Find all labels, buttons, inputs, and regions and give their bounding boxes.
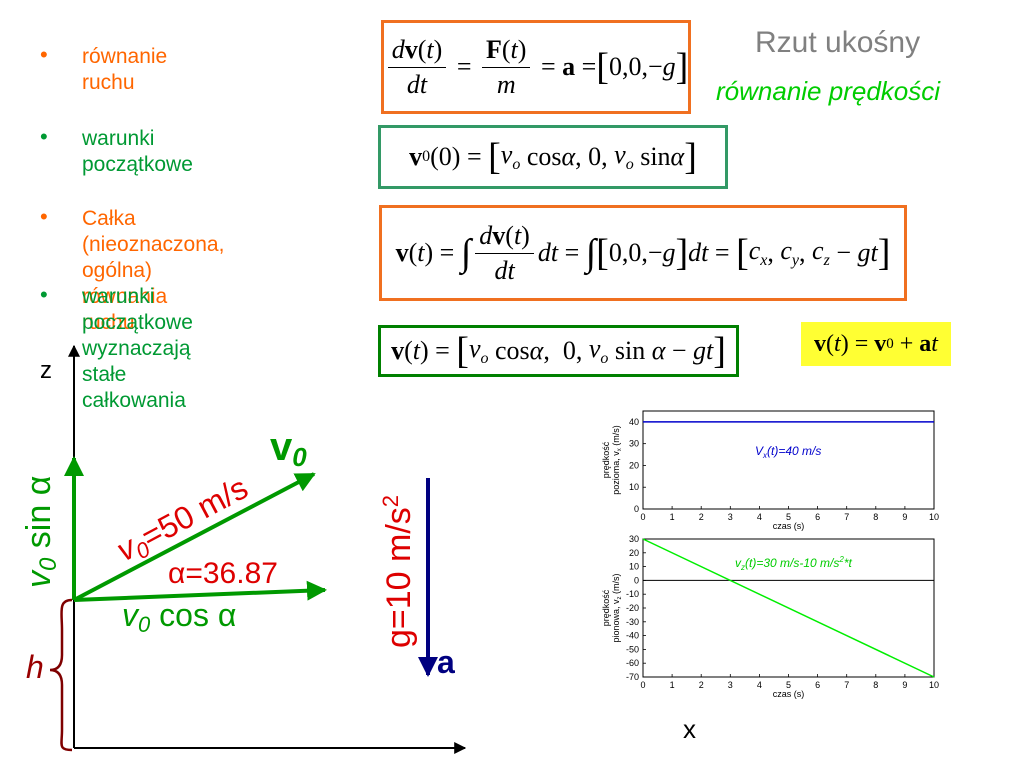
- alpha-angle-label: α=36.87: [168, 557, 278, 590]
- v0-cos-alpha-label: v0 cos α: [122, 597, 236, 637]
- x-axis-title: czas (s): [773, 521, 805, 531]
- z-axis-label: z: [40, 357, 52, 384]
- bullet-text: warunki początkowe: [82, 127, 193, 176]
- x-tick-label: 0: [640, 512, 645, 522]
- x-tick-label: 7: [844, 512, 849, 522]
- y-tick-label: 20: [629, 460, 639, 470]
- y-tick-label: 10: [629, 562, 639, 572]
- height-label: h: [26, 649, 44, 685]
- x-tick-label: 3: [728, 680, 733, 690]
- initial-velocity-arrow: [73, 472, 316, 602]
- series-line: [642, 538, 935, 678]
- y-tick-label: 20: [629, 548, 639, 558]
- x-axis-label: x: [683, 714, 696, 744]
- horizontal-velocity-chart: 0 1 2 3 4 5 6 7 8 9 10 0 10 20 30 40 czas (s) prędkośćpoz…: [601, 410, 939, 531]
- x-tick-label: 2: [699, 680, 704, 690]
- horizontal-component-arrow: [73, 580, 327, 602]
- x-tick-label: 8: [873, 680, 878, 690]
- y-tick-label: -70: [626, 672, 639, 682]
- x-tick-label: 7: [844, 680, 849, 690]
- equation-of-motion-box: dv(t) dt = F(t) m = a = [0,0,− g]: [381, 20, 691, 114]
- x-tick-label: 10: [929, 680, 939, 690]
- series-annotation: vz(t)=30 m/s-10 m/s2*t: [735, 555, 852, 572]
- x-tick-label: 9: [902, 680, 907, 690]
- y-tick-label: 30: [629, 439, 639, 449]
- vector-v0-label: v0: [270, 425, 307, 472]
- y-tick-label: 0: [634, 504, 639, 514]
- acceleration-label: a: [437, 644, 455, 680]
- x-tick-label: 0: [640, 680, 645, 690]
- page-title: Rzut ukośny: [755, 26, 921, 59]
- initial-velocity-box: v 0 (0) = [vo cos α, 0, vo sin α]: [378, 125, 728, 189]
- x-tick-label: 5: [786, 680, 791, 690]
- y-axis-title: prędkośćpionowa, vz (m/s): [601, 573, 623, 642]
- x-tick-label: 8: [873, 512, 878, 522]
- x-tick-label: 6: [815, 512, 820, 522]
- bullet-dot-icon: •: [40, 124, 48, 149]
- projectile-diagram: z v0 v0 sin α v0=50 m/s α=36.87 v0 cos α…: [20, 344, 467, 754]
- x-tick-label: 9: [902, 512, 907, 522]
- bullet-text: Całka (nieoznaczona, ogólna) równania ru…: [82, 207, 225, 334]
- y-tick-label: -50: [626, 644, 639, 654]
- x-tick-label: 1: [670, 512, 675, 522]
- x-tick-label: 10: [929, 512, 939, 522]
- y-tick-label: 10: [629, 482, 639, 492]
- y-tick-label: -40: [626, 631, 639, 641]
- x-tick-label: 4: [757, 512, 762, 522]
- y-tick-label: 40: [629, 417, 639, 427]
- bullet-dot-icon: •: [40, 42, 48, 67]
- y-tick-label: 30: [629, 535, 639, 544]
- bullet-dot-icon: •: [40, 282, 48, 307]
- x-tick-label: 3: [728, 512, 733, 522]
- series-annotation: Vx(t)=40 m/s: [755, 444, 821, 460]
- plot-frame: [642, 410, 935, 510]
- bullet-dot-icon: •: [40, 204, 48, 229]
- v0-sin-alpha-label: v0 sin α: [20, 476, 62, 588]
- y-tick-label: 0: [634, 575, 639, 585]
- height-brace: [49, 598, 73, 752]
- x-tick-label: 1: [670, 680, 675, 690]
- x-tick-label: 4: [757, 680, 762, 690]
- bullet-text: warunki początkowe wyznaczają stałe całk…: [82, 285, 193, 412]
- bullet-text: równanie ruchu: [82, 45, 168, 94]
- y-tick-label: -60: [626, 658, 639, 668]
- y-axis-title: prędkośćpozioma, vx (m/s): [601, 425, 623, 495]
- y-tick-label: -20: [626, 603, 639, 613]
- vertical-velocity-chart: 0 1 2 3 4 5 6 7 8 9 10 30 20 10 0 -10 -20 -30 -40 -50 -60 -70…: [601, 535, 939, 699]
- y-tick-label: -10: [626, 589, 639, 599]
- x-tick-label: 5: [786, 512, 791, 522]
- general-integral-box: v(t) = ∫ dv(t) dt dt = ∫[0,0,− g] dt = [cx,…: [379, 205, 907, 301]
- y-tick-label: -30: [626, 617, 639, 627]
- velocity-solution-box: v(t) = [vo cos α, 0, vo sin α − gt]: [378, 325, 739, 377]
- gravity-label: g=10 m/s2: [378, 495, 418, 648]
- page-subtitle: równanie prędkości: [716, 76, 941, 106]
- x-tick-label: 2: [699, 512, 704, 522]
- x-tick-label: 6: [815, 680, 820, 690]
- x-axis-title: czas (s): [773, 689, 805, 699]
